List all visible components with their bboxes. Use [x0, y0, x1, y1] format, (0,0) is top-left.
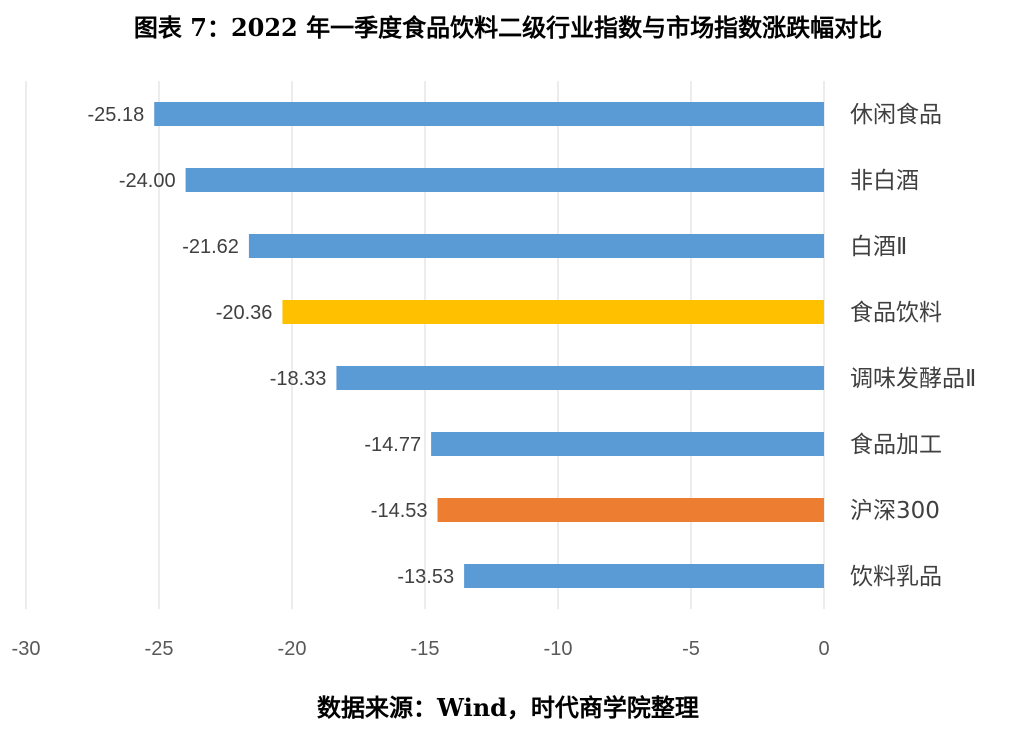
bar-chart: -25.18 -24.00 -21.62 -20.36 -18.33 -14.77 -14.… — [12, 81, 976, 660]
x-tick-label: -25 — [145, 638, 174, 660]
category-label: 白酒Ⅱ — [850, 234, 907, 260]
category-label: 调味发酵品Ⅱ — [850, 366, 976, 392]
category-label: 食品加工 — [850, 432, 942, 458]
x-tick-label: 0 — [818, 638, 829, 660]
bar — [185, 168, 825, 192]
data-label: -13.53 — [397, 566, 454, 588]
category-label: 食品饮料 — [850, 300, 942, 326]
gridlines — [25, 81, 825, 609]
x-tick-labels: -30 -25 -20 -15 -10 -5 0 — [12, 638, 830, 660]
data-label: -18.33 — [270, 368, 327, 390]
data-source-note: 数据来源：Wind，时代商学院整理 — [317, 693, 699, 722]
bar — [248, 234, 824, 258]
data-label: -14.53 — [371, 500, 428, 522]
bar — [282, 300, 824, 324]
bar — [336, 366, 824, 390]
bars — [154, 102, 825, 588]
chart-title: 图表 7：2022 年一季度食品饮料二级行业指数与市场指数涨跌幅对比 — [133, 13, 883, 42]
data-label: -20.36 — [216, 302, 273, 324]
category-label: 饮料乳品 — [850, 564, 942, 590]
data-label: -14.77 — [364, 434, 421, 456]
bar — [431, 432, 824, 456]
x-tick-label: -10 — [544, 638, 573, 660]
category-label: 非白酒 — [850, 168, 919, 194]
data-label: -25.18 — [87, 104, 144, 126]
category-label: 休闲食品 — [850, 102, 942, 128]
category-label: 沪深300 — [850, 498, 940, 524]
x-tick-label: -15 — [411, 638, 440, 660]
data-label: -24.00 — [119, 170, 176, 192]
bar — [154, 102, 824, 126]
data-label: -21.62 — [182, 236, 239, 258]
x-tick-label: -30 — [12, 638, 41, 660]
bar — [464, 564, 824, 588]
data-labels: -25.18 -24.00 -21.62 -20.36 -18.33 -14.77 -14.… — [87, 104, 454, 588]
x-tick-label: -5 — [682, 638, 700, 660]
bar — [437, 498, 824, 522]
x-tick-label: -20 — [278, 638, 307, 660]
